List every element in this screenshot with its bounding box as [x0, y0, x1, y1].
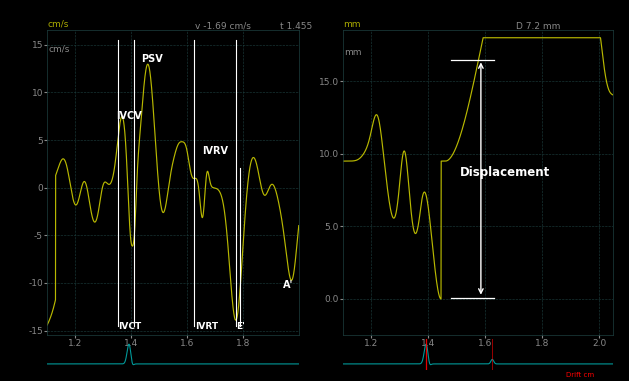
Text: Drift cm: Drift cm — [566, 372, 594, 378]
Text: mm: mm — [343, 20, 360, 29]
Text: t 1.455: t 1.455 — [280, 22, 312, 30]
Text: IVCV: IVCV — [116, 111, 142, 121]
Text: cm/s: cm/s — [48, 45, 70, 54]
Text: IVRV: IVRV — [203, 146, 228, 156]
Text: Displacement: Displacement — [460, 166, 550, 179]
Text: mm: mm — [344, 48, 362, 57]
Text: IVRT: IVRT — [196, 322, 218, 331]
Text: E': E' — [236, 322, 245, 331]
Text: D 7.2 mm: D 7.2 mm — [516, 22, 560, 30]
Text: v -1.69 cm/s: v -1.69 cm/s — [195, 22, 251, 30]
Text: A': A' — [284, 280, 294, 290]
Text: IVCT: IVCT — [118, 322, 142, 331]
Text: cm/s: cm/s — [47, 20, 69, 29]
Text: PSV: PSV — [141, 54, 162, 64]
